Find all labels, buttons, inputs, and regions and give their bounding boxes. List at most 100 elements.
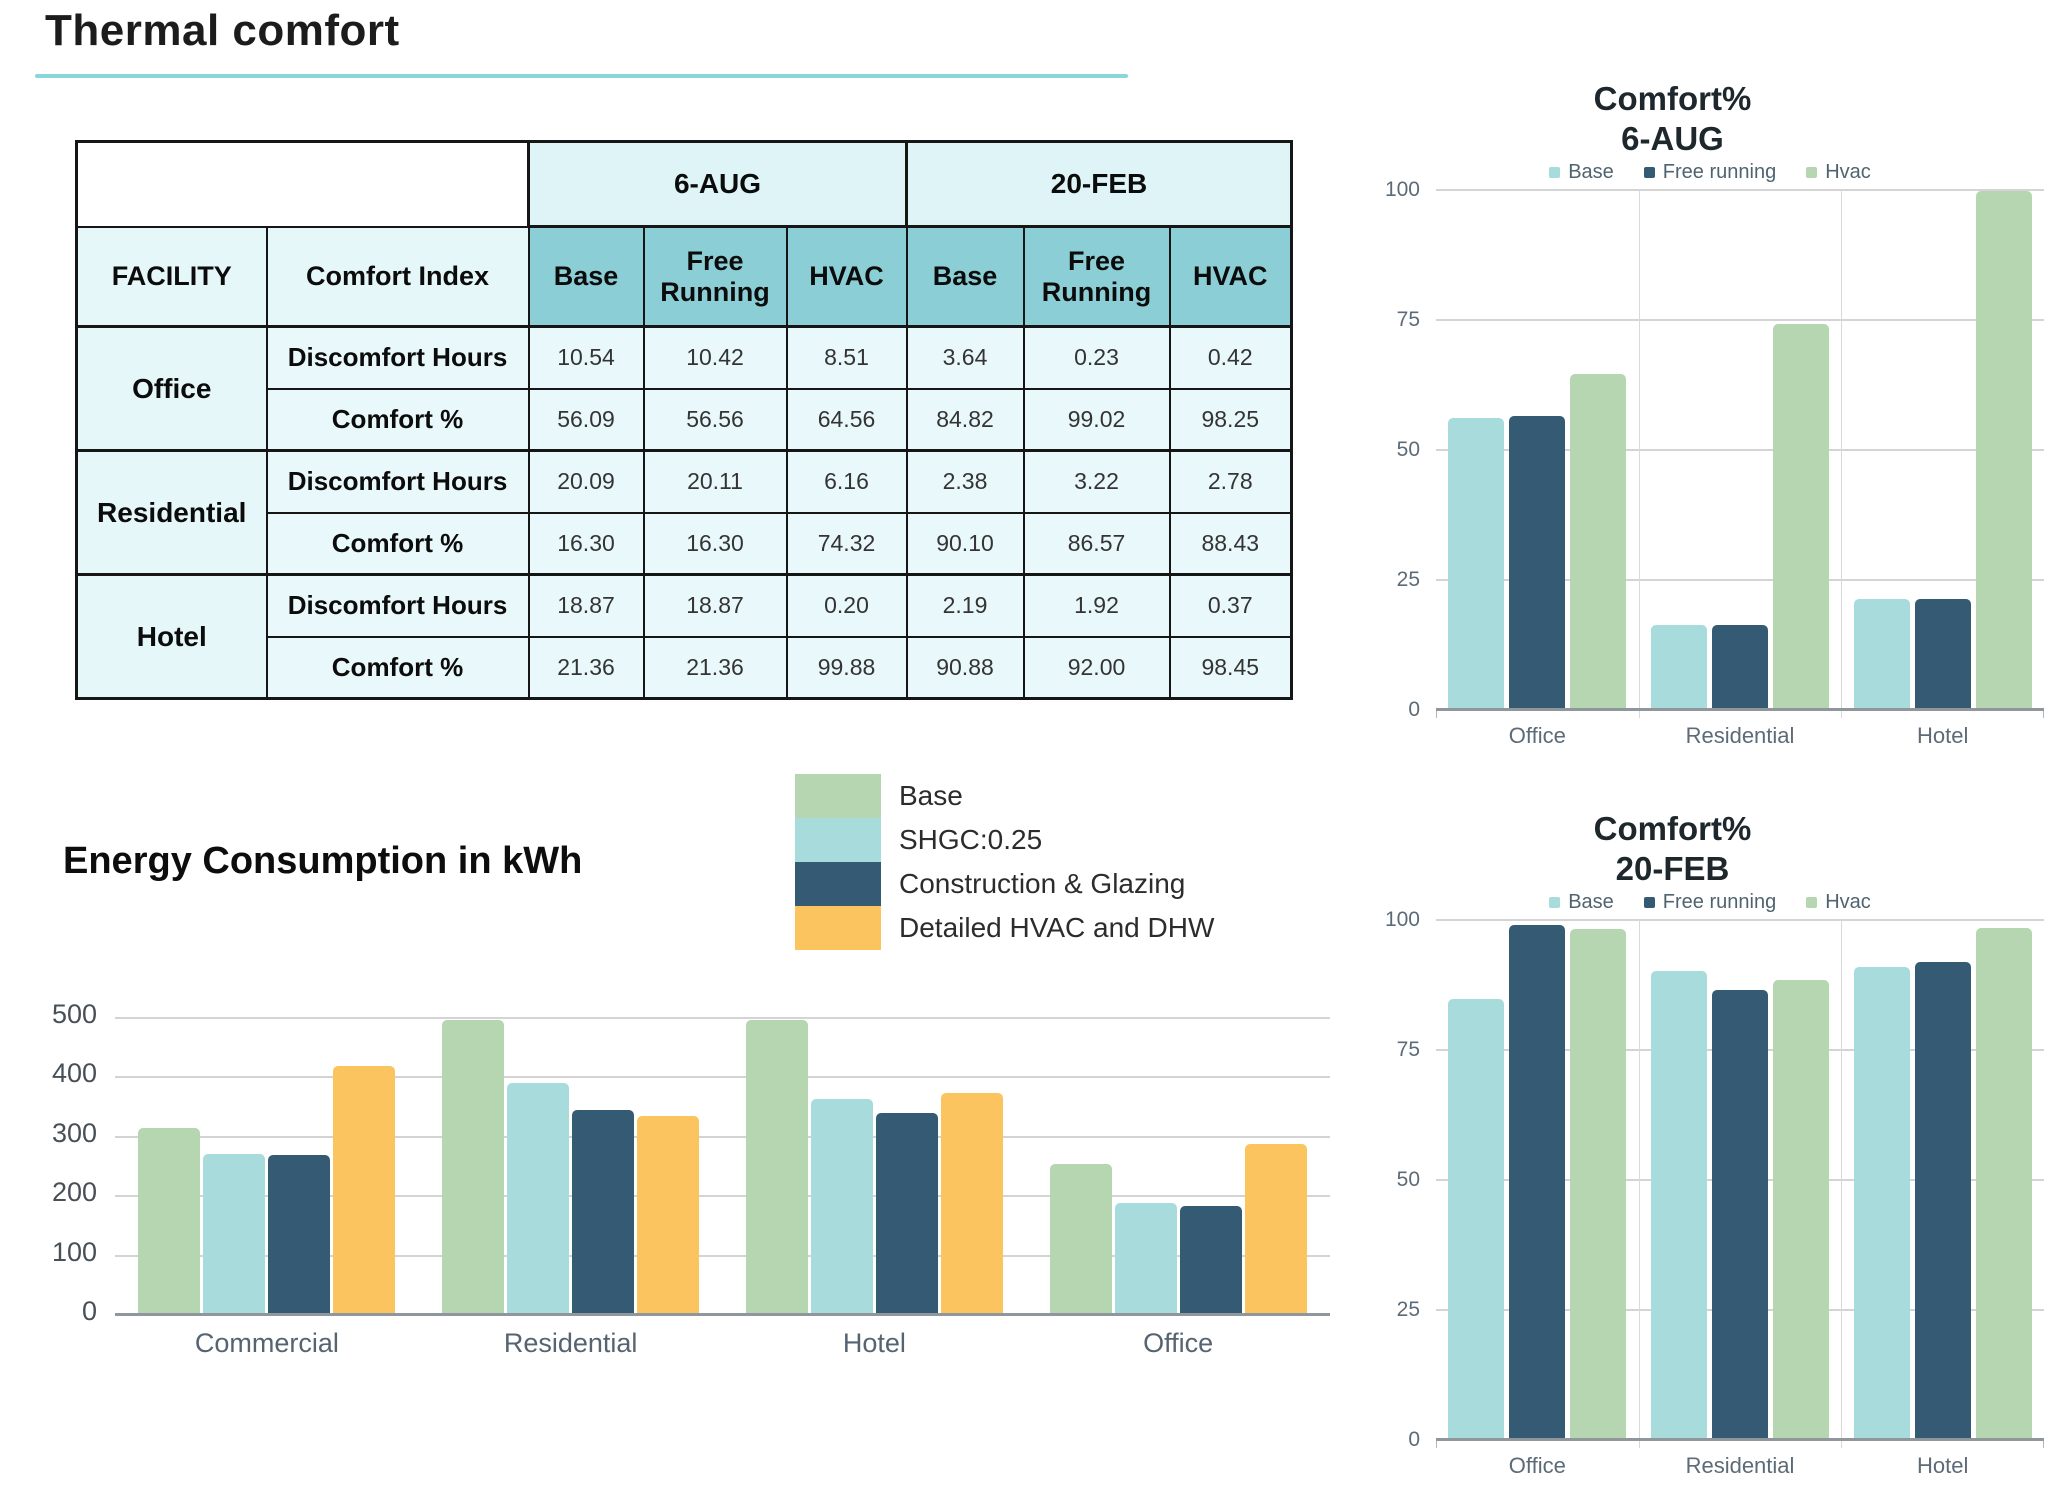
legend-label: Construction & Glazing <box>899 868 1186 899</box>
gridline <box>115 1017 1330 1019</box>
x-tick-label: Residential <box>1685 1453 1795 1478</box>
gridline <box>1436 919 2044 921</box>
table-value-cell: 56.09 <box>527 387 645 452</box>
comfort-index-cell: Discomfort Hours <box>265 325 530 390</box>
bar-commercial-detailed-hvac-and-dhw <box>333 1065 396 1315</box>
bar-group-hotel <box>1841 190 2044 710</box>
comfort-index-cell: Comfort % <box>265 511 530 576</box>
bar-commercial-shgc-0-25 <box>203 1154 266 1315</box>
legend-label: SHGC:0.25 <box>899 824 1043 855</box>
thermal-comfort-table-wrap: 6-AUG 20-FEB FACILITY Comfort Index Base Free… <box>75 140 1293 700</box>
legend-item: Hvac <box>1806 891 1871 914</box>
table-date-group-header: 6-AUG <box>527 140 908 228</box>
legend-label: Hvac <box>1825 161 1871 183</box>
table-column-header: Comfort Index <box>265 225 530 328</box>
x-axis-line <box>1436 1438 2044 1441</box>
chart-title: Comfort% <box>1593 80 1752 117</box>
table-blank-cell <box>76 141 529 227</box>
legend-swatch <box>795 818 881 862</box>
y-tick-label: 100 <box>1384 178 1420 201</box>
table-value-cell: 21.36 <box>642 635 788 700</box>
table-row: Hotel Discomfort Hours 18.87 18.87 0.20 2.19 1… <box>75 573 1293 700</box>
bar-residential-hvac <box>1772 980 1829 1440</box>
x-tick-label: Office <box>1508 1453 1566 1478</box>
table-value-cell: 92.00 <box>1022 635 1171 700</box>
table-column-header: HVAC <box>1168 225 1293 328</box>
y-tick-label: 500 <box>51 999 97 1029</box>
category-separator-line <box>1638 190 1640 718</box>
facility-cell: Residential <box>75 449 268 576</box>
chart-plot <box>1436 189 2044 718</box>
y-tick-label: 300 <box>51 1117 97 1148</box>
table-value-cell: 64.56 <box>785 387 908 452</box>
table-value-cell: 0.23 <box>1022 325 1171 390</box>
table-row: Office Discomfort Hours 10.54 10.42 8.51 3.64… <box>75 325 1293 452</box>
x-tick-label: Residential <box>1685 723 1795 748</box>
legend-label: Base <box>899 780 963 811</box>
x-tick-label: Hotel <box>1917 1453 1969 1478</box>
table-value-cell: 10.54 <box>527 325 645 390</box>
table-date-group-header: 20-FEB <box>905 140 1293 228</box>
y-tick-label: 200 <box>51 1177 97 1208</box>
bar-residential-base <box>1650 625 1707 710</box>
legend-swatch <box>1549 897 1561 908</box>
axis-tick <box>2043 1440 2044 1448</box>
legend-label: Base <box>1568 161 1614 183</box>
chart-subtitle: 6-AUG <box>1621 120 1724 157</box>
legend-item: Hvac <box>1806 161 1871 184</box>
legend-item: Base <box>1549 891 1614 914</box>
x-tick-label: Hotel <box>842 1328 906 1358</box>
gridline <box>115 1076 1330 1079</box>
legend-label: Base <box>1568 891 1614 913</box>
bar-office-shgc-0-25 <box>1114 1202 1177 1315</box>
bar-group-residential <box>1639 920 1842 1440</box>
table-group-header-row: 6-AUG 20-FEB <box>76 140 1293 228</box>
table-value-cell: 84.82 <box>905 387 1025 452</box>
table-value-cell: 21.36 <box>527 635 645 700</box>
category-separator-line <box>1638 920 1640 1448</box>
table-value-cell: 98.25 <box>1168 387 1293 452</box>
x-axis-line <box>1436 708 2044 711</box>
table-value-cell: 74.32 <box>785 511 908 576</box>
chart-plot <box>1436 919 2044 1448</box>
x-axis-labels: Office Residential Hotel <box>1436 1453 2044 1479</box>
table-value-cell: 20.11 <box>642 449 788 514</box>
table-value-cell: 3.22 <box>1022 449 1171 514</box>
bar-office-hvac <box>1570 929 1627 1440</box>
bar-group-residential <box>419 1018 723 1315</box>
table-value-cell: 0.42 <box>1168 325 1293 390</box>
bar-commercial-construction-glazing <box>268 1155 331 1315</box>
bar-hotel-base <box>1853 598 1910 710</box>
axis-tick <box>2043 710 2044 718</box>
table-value-cell: 16.30 <box>642 511 788 576</box>
table-value-cell: 98.45 <box>1168 635 1293 700</box>
table-value-cell: 56.56 <box>642 387 788 452</box>
table-value-cell: 2.19 <box>905 573 1025 638</box>
y-tick-label: 100 <box>1384 908 1420 931</box>
table-row: Comfort % 21.36 21.36 99.88 90.88 92.00 98.45 <box>77 635 1293 700</box>
comfort-index-cell: Comfort % <box>265 635 530 700</box>
comfort-feb-chart: Comfort% 20-FEB Base Free running Hvac 0 25… <box>1385 805 2062 1505</box>
legend-swatch <box>795 774 881 818</box>
y-tick-label: 25 <box>1396 568 1420 591</box>
x-axis-labels: Commercial Residential Hotel Office <box>115 1328 1330 1359</box>
chart-legend: Base Free running Hvac <box>1405 891 2015 914</box>
gridline <box>1436 319 2044 321</box>
legend-label: Detailed HVAC and DHW <box>899 912 1215 943</box>
bar-hotel-construction-glazing <box>875 1113 938 1315</box>
legend-item: Base <box>1549 161 1614 184</box>
table-value-cell: 18.87 <box>527 573 645 638</box>
chart-legend: Base SHGC:0.25 Construction & Glazing Detai… <box>795 774 1214 950</box>
x-tick-label: Office <box>1508 723 1566 748</box>
axis-tick <box>1436 1440 1437 1448</box>
y-tick-label: 75 <box>1396 308 1420 331</box>
table-value-cell: 20.09 <box>527 449 645 514</box>
legend-swatch <box>1806 897 1818 908</box>
y-tick-label: 100 <box>51 1236 97 1267</box>
bar-residential-base <box>442 1020 505 1315</box>
legend-label: Free running <box>1662 891 1777 913</box>
comfort-aug-chart: Comfort% 6-AUG Base Free running Hvac 0 25 5… <box>1385 75 2062 775</box>
bar-office-base <box>1448 418 1505 710</box>
table-column-header: Free Running <box>1022 225 1171 328</box>
legend-label: Free running <box>1662 161 1777 183</box>
